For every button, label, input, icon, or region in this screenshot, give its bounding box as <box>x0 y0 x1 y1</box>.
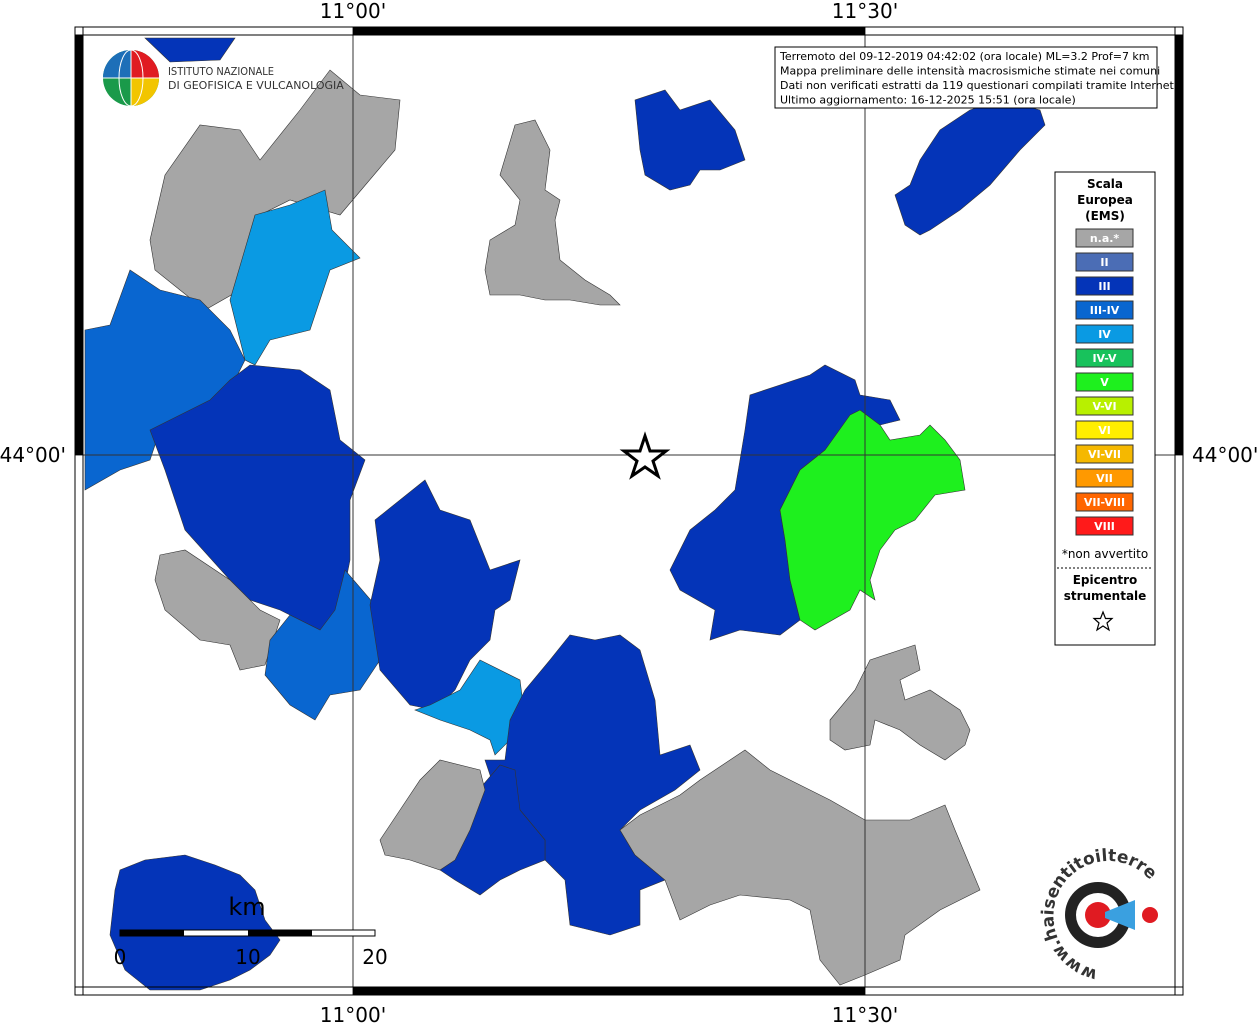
legend-label: VI <box>1098 424 1111 437</box>
ingv-logo: ISTITUTO NAZIONALE DI GEOFISICA E VULCAN… <box>103 49 344 107</box>
legend-swatch <box>1075 492 1134 512</box>
legend: ScalaEuropea(EMS)n.a.*IIIIIIII-IVIVIV-VV… <box>1057 177 1153 632</box>
municipality <box>779 409 966 631</box>
municipality <box>144 37 236 63</box>
legend-label: IV-V <box>1092 352 1117 365</box>
legend-swatch <box>1075 516 1134 536</box>
lat-label: 44°00' <box>1192 443 1257 467</box>
municipality <box>379 759 486 871</box>
legend-swatch <box>1075 420 1134 440</box>
lon-label: 11°00' <box>320 0 386 23</box>
scale-label: 0 <box>114 945 127 969</box>
municipality <box>109 854 281 991</box>
lat-label: 44°00' <box>0 443 66 467</box>
legend-star <box>1092 610 1114 632</box>
info-line: Mappa preliminare delle intensità macros… <box>780 65 1160 78</box>
municipality <box>634 89 746 191</box>
legend-label: V-VI <box>1092 400 1116 413</box>
legend-label: VII-VIII <box>1084 496 1125 509</box>
legend-title: Scala <box>1087 177 1123 191</box>
epicenter-star <box>619 431 671 480</box>
legend-epicenter: Epicentro <box>1073 573 1138 587</box>
legend-swatch <box>1075 372 1134 392</box>
legend-label: V <box>1100 376 1109 389</box>
scale-bar: km 0 10 20 <box>114 893 388 969</box>
legend-label: n.a.* <box>1090 232 1120 245</box>
info-text: Terremoto del 09-12-2019 04:42:02 (ora l… <box>779 50 1177 107</box>
lon-label: 11°00' <box>320 1003 386 1024</box>
legend-swatch <box>1075 252 1134 272</box>
info-line: Ultimo aggiornamento: 16-12-2025 15:51 (… <box>780 94 1076 107</box>
municipality <box>619 749 981 986</box>
legend-swatch <box>1075 276 1134 296</box>
municipality <box>894 99 1046 236</box>
info-line: Dati non verificati estratti da 119 ques… <box>780 79 1177 92</box>
legend-swatch <box>1075 444 1134 464</box>
info-box <box>774 46 1158 109</box>
municipality <box>229 189 361 366</box>
legend-title: Europea <box>1077 193 1133 207</box>
municipalities <box>84 37 1046 991</box>
legend-note: *non avvertito <box>1062 547 1148 561</box>
legend-swatch <box>1075 396 1134 416</box>
legend-swatch <box>1075 468 1134 488</box>
legend-swatch <box>1075 300 1134 320</box>
legend-swatch <box>1075 324 1134 344</box>
legend-title: (EMS) <box>1085 209 1125 223</box>
scale-label: 10 <box>235 945 260 969</box>
frame <box>74 26 1184 996</box>
logo-text: DI GEOFISICA E VULCANOLOGIA <box>168 79 344 92</box>
legend-swatch <box>1075 228 1134 248</box>
lon-label: 11°30' <box>832 1003 898 1024</box>
logo-text: ISTITUTO NAZIONALE <box>168 65 274 78</box>
legend-label: III <box>1098 280 1110 293</box>
legend-label: IV <box>1098 328 1111 341</box>
scale-unit: km <box>228 893 265 921</box>
scale-label: 20 <box>362 945 387 969</box>
legend-label: VIII <box>1094 520 1115 533</box>
legend-label: III-IV <box>1090 304 1120 317</box>
municipality <box>484 119 621 306</box>
legend-label: II <box>1100 256 1108 269</box>
legend-swatch <box>1075 348 1134 368</box>
lon-label: 11°30' <box>832 0 898 23</box>
info-line: Terremoto del 09-12-2019 04:42:02 (ora l… <box>779 50 1150 63</box>
legend-label: VII <box>1096 472 1113 485</box>
legend-label: VI-VII <box>1088 448 1121 461</box>
legend-epicenter: strumentale <box>1064 589 1147 603</box>
municipality <box>154 549 281 671</box>
